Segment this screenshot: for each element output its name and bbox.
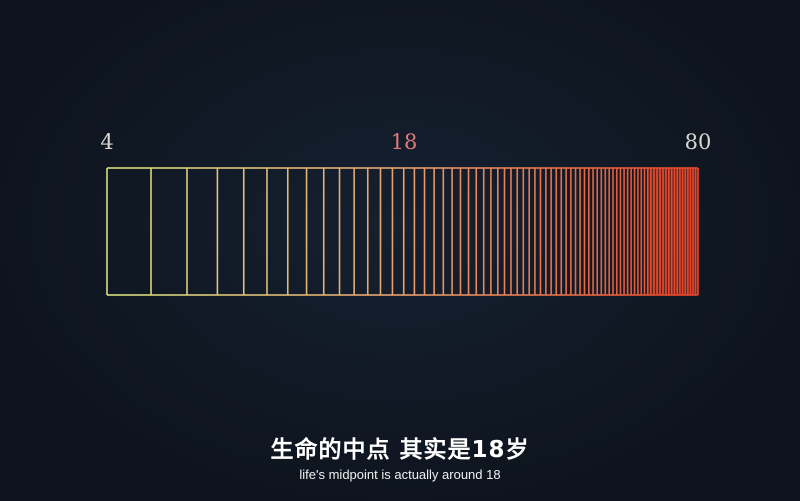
dense-years-fill xyxy=(647,168,698,295)
label-start-age: 4 xyxy=(100,130,114,154)
subtitle-chinese: 生命的中点 其实是18岁 xyxy=(270,437,530,463)
subtitle-english: life's midpoint is actually around 18 xyxy=(299,467,501,482)
bar-bottom-edge xyxy=(107,294,698,296)
bar-top-edge xyxy=(107,167,698,169)
label-midpoint-age: 18 xyxy=(390,130,418,154)
label-end-age: 80 xyxy=(684,130,712,154)
